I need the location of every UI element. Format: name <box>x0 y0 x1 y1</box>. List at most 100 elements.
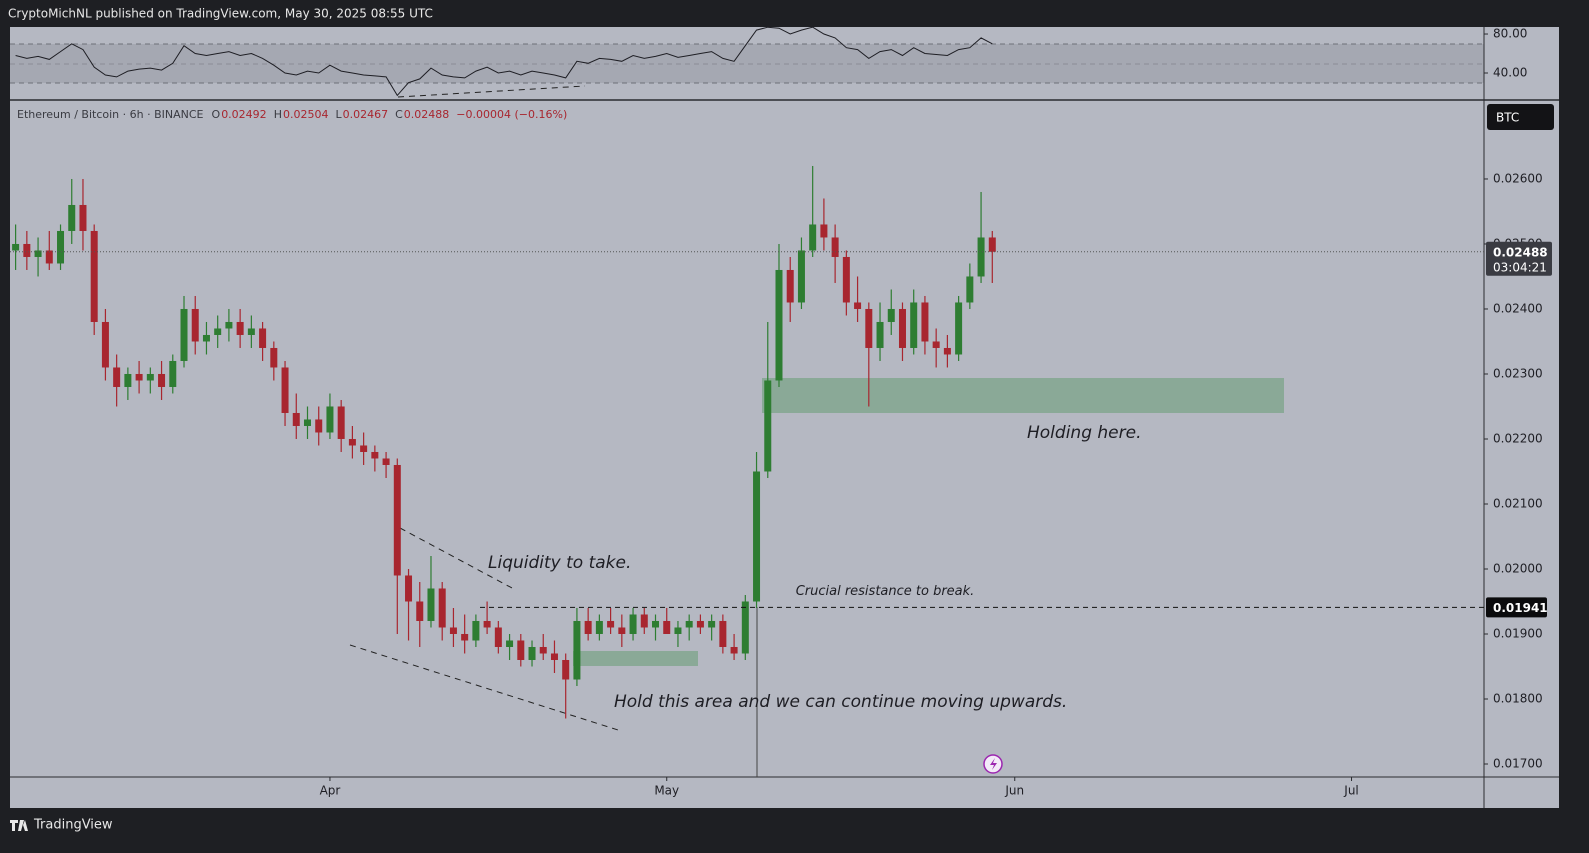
candle-body <box>416 601 424 621</box>
candle-body <box>865 308 873 348</box>
candle-body <box>517 640 525 660</box>
candle-body <box>438 588 446 628</box>
candle-body <box>169 360 177 387</box>
level-tag <box>1486 597 1547 618</box>
candle-body <box>730 646 738 654</box>
candle-body <box>180 308 188 361</box>
candle-body <box>270 347 278 368</box>
candle-body <box>685 620 693 628</box>
candle-body <box>786 269 794 303</box>
currency: BTC <box>1496 111 1519 125</box>
candle-body <box>225 321 233 329</box>
trend-line <box>349 644 619 731</box>
ohlc-key: C <box>395 108 403 121</box>
candle-body <box>461 633 469 641</box>
candle-body <box>79 204 87 231</box>
candle-body <box>281 367 289 413</box>
candle-body <box>955 302 963 355</box>
candle-body <box>562 659 570 680</box>
y-tick-label: 0.02600 <box>1493 171 1543 185</box>
candle-body <box>607 620 615 628</box>
y-tick-label: 0.02300 <box>1493 366 1543 380</box>
candle-body <box>303 419 311 426</box>
candle-body <box>158 373 166 387</box>
y-tick-label: 0.01800 <box>1493 691 1543 705</box>
candle-body <box>775 269 783 381</box>
ohlc-key: H <box>274 108 282 121</box>
candle-body <box>371 451 379 459</box>
candle-body <box>887 308 895 322</box>
annotation: Hold this area and we can continue movin… <box>614 692 1067 712</box>
level-label: Crucial resistance to break. <box>796 584 975 599</box>
candle-body <box>326 406 334 433</box>
candle-body <box>202 334 210 342</box>
candle-body <box>550 653 558 660</box>
candle-body <box>820 224 828 238</box>
candle-body <box>943 347 951 355</box>
candle-body <box>34 250 42 257</box>
candle-body <box>573 620 581 680</box>
candle-body <box>472 620 480 641</box>
last-price-label: 0.02488 <box>1493 245 1548 259</box>
ohlc-value: 0.02467 <box>343 108 389 121</box>
candle-body <box>135 373 143 381</box>
candle-body <box>382 458 390 465</box>
candle-body <box>506 640 514 647</box>
candle-body <box>23 243 31 257</box>
candle-body <box>595 620 603 634</box>
ohlc-value: 0.02504 <box>283 108 329 121</box>
candle-body <box>797 250 805 303</box>
candle-body <box>988 237 996 252</box>
logo <box>10 820 28 831</box>
candle-body <box>405 575 413 602</box>
rsi-tick-label: 80.00 <box>1493 27 1527 41</box>
legend: Ethereum / Bitcoin · 6h · BINANCE O 0.0249… <box>17 108 567 121</box>
candle-body <box>539 646 547 654</box>
candle-body <box>348 438 356 446</box>
footer: TradingView <box>33 818 113 833</box>
ohlc-value: 0.02488 <box>404 108 450 121</box>
candle-body <box>719 620 727 647</box>
candle-body <box>236 321 244 335</box>
candle-body <box>663 620 671 634</box>
candle-body <box>764 380 772 472</box>
ohlc-key: O <box>212 108 221 121</box>
candle-body <box>360 445 368 452</box>
y-tick-label: 0.02000 <box>1493 561 1543 575</box>
header: CryptoMichNL published on TradingView.co… <box>8 7 433 21</box>
candle-body <box>966 276 974 303</box>
candle-body <box>57 230 65 264</box>
countdown: 03:04:21 <box>1493 260 1547 274</box>
candle-body <box>393 464 401 576</box>
y-tick-label: 0.02100 <box>1493 496 1543 510</box>
candle-body <box>618 627 626 634</box>
currency-button[interactable] <box>1487 104 1554 130</box>
x-tick-label: Jul <box>1343 784 1358 798</box>
candle-body <box>809 224 817 251</box>
symbol: Ethereum / Bitcoin · 6h · BINANCE <box>17 108 204 121</box>
y-tick-label: 0.01700 <box>1493 756 1543 770</box>
last-price-tag <box>1486 241 1552 276</box>
candle-body <box>854 302 862 309</box>
ohlc-value: 0.02492 <box>221 108 267 121</box>
candle-body <box>315 419 323 433</box>
x-tick-label: Jun <box>1004 784 1024 798</box>
candle-body <box>876 321 884 348</box>
rsi-tick-label: 40.00 <box>1493 66 1527 80</box>
candle-body <box>652 620 660 628</box>
support-zone <box>573 651 698 666</box>
candle-body <box>292 412 300 426</box>
candle-body <box>753 471 761 602</box>
candle-body <box>674 627 682 634</box>
candle-body <box>528 646 536 660</box>
candle-body <box>910 302 918 348</box>
rsi-divergence-line <box>397 85 586 98</box>
x-tick-label: Apr <box>320 784 341 798</box>
level-tag-label: 0.01941 <box>1493 601 1548 615</box>
change: −0.00004 (−0.16%) <box>456 108 567 121</box>
candle-body <box>247 328 255 335</box>
candle-body <box>113 367 121 387</box>
candle-body <box>191 308 199 342</box>
event-icon-glyph <box>990 758 997 770</box>
